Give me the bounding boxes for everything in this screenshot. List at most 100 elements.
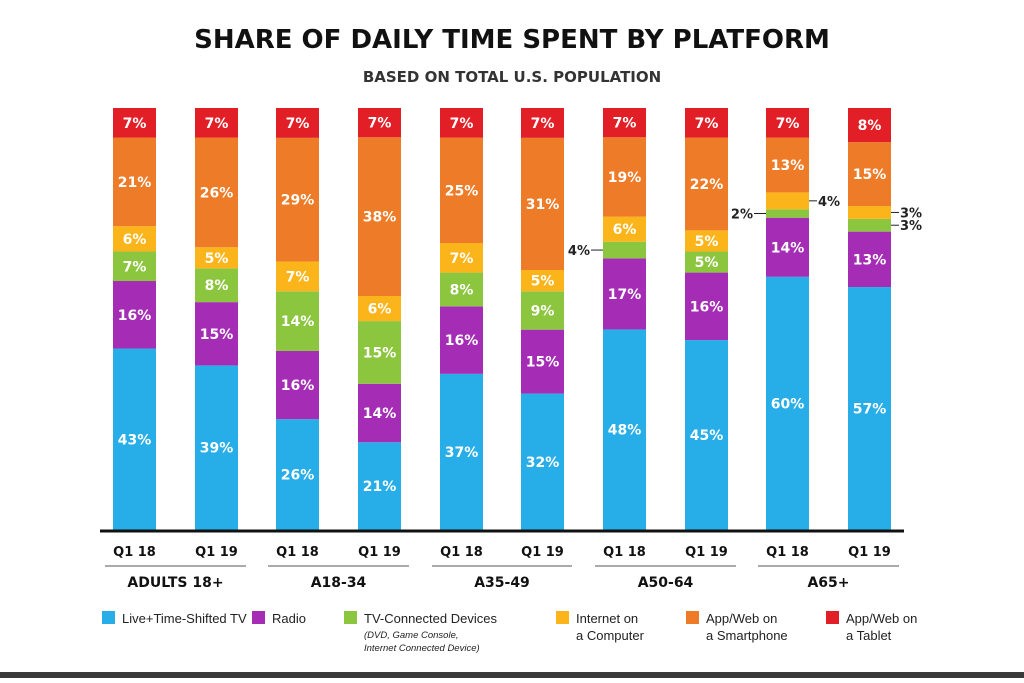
- legend-note: Internet Connected Device): [364, 643, 480, 654]
- data-label: 15%: [363, 345, 397, 361]
- data-label: 26%: [200, 185, 234, 201]
- data-label: 26%: [281, 468, 315, 484]
- data-label: 17%: [608, 287, 642, 303]
- data-label: 21%: [363, 479, 397, 495]
- bar-segment: [358, 108, 401, 138]
- data-label: 14%: [281, 314, 315, 330]
- bar-segment: [276, 291, 319, 351]
- bar-segment: [440, 137, 483, 244]
- data-label: 16%: [445, 333, 479, 349]
- bar-segment: [848, 142, 891, 207]
- data-label: 39%: [200, 441, 234, 457]
- bar-segment: [848, 218, 891, 232]
- data-label: 7%: [613, 116, 637, 132]
- data-label: 5%: [695, 255, 719, 271]
- bar-segment: [766, 209, 809, 218]
- bar-segment: [521, 137, 564, 270]
- data-label: 7%: [776, 116, 800, 132]
- bar-segment: [113, 137, 156, 227]
- x-tick-label: Q1 19: [685, 545, 728, 560]
- data-label: 22%: [690, 177, 724, 193]
- data-label: 5%: [695, 234, 719, 250]
- bar-segment: [113, 281, 156, 349]
- data-label: 8%: [858, 118, 882, 134]
- bar-segment: [440, 243, 483, 273]
- chart-subtitle: BASED ON TOTAL U.S. POPULATION: [363, 68, 661, 86]
- bar-segment: [848, 287, 891, 530]
- legend-swatch: [826, 611, 839, 624]
- legend-label-line2: a Tablet: [846, 628, 892, 643]
- data-label: 7%: [368, 116, 392, 132]
- bar-segment: [603, 241, 646, 259]
- x-tick-label: Q1 18: [276, 545, 319, 560]
- bar-segment: [358, 321, 401, 384]
- data-label: 7%: [123, 259, 147, 275]
- bar-segment: [766, 217, 809, 277]
- x-tick-label: Q1 19: [358, 545, 401, 560]
- data-label: 3%: [900, 206, 922, 221]
- group-label: A65+: [807, 575, 849, 591]
- chart-title: SHARE OF DAILY TIME SPENT BY PLATFORM: [194, 25, 830, 55]
- data-label: 25%: [445, 183, 479, 199]
- bar-segment: [440, 373, 483, 530]
- bar-segment: [113, 226, 156, 252]
- bar-segment: [195, 108, 238, 138]
- legend-label: App/Web on: [846, 611, 917, 626]
- bar-segment: [358, 383, 401, 443]
- data-label: 15%: [853, 167, 887, 183]
- bar-segment: [766, 276, 809, 530]
- bar-segment: [195, 302, 238, 366]
- bar-segment: [113, 108, 156, 138]
- data-label: 8%: [205, 278, 229, 294]
- data-label: 7%: [531, 116, 555, 132]
- data-label: 7%: [695, 116, 719, 132]
- bar-segment: [521, 291, 564, 330]
- data-label: 7%: [450, 116, 474, 132]
- data-label: 45%: [690, 428, 724, 444]
- data-label: 7%: [450, 251, 474, 267]
- bar-segment: [440, 272, 483, 307]
- bar-segment: [358, 296, 401, 322]
- data-label: 31%: [526, 197, 560, 213]
- data-label: 7%: [205, 116, 229, 132]
- legend-label: Internet on: [576, 611, 638, 626]
- bar-segment: [276, 419, 319, 530]
- data-label: 4%: [568, 244, 590, 259]
- bar-segment: [603, 108, 646, 138]
- data-label: 7%: [286, 116, 310, 132]
- bar-segment: [521, 108, 564, 138]
- data-label: 16%: [118, 308, 152, 324]
- data-label: 7%: [123, 116, 147, 132]
- legend-label: Live+Time-Shifted TV: [122, 611, 247, 626]
- bar-segment: [276, 261, 319, 292]
- legend-swatch: [252, 611, 265, 624]
- x-tick-label: Q1 19: [195, 545, 238, 560]
- bar-segment: [113, 251, 156, 282]
- data-label: 37%: [445, 445, 479, 461]
- bar-segment: [521, 269, 564, 292]
- data-label: 8%: [450, 282, 474, 298]
- bar-segment: [685, 272, 728, 341]
- group-label: A18-34: [311, 575, 367, 591]
- bar-segment: [685, 137, 728, 231]
- x-tick-label: Q1 18: [603, 545, 646, 560]
- data-label: 43%: [118, 432, 152, 448]
- bars-layer: 43% 16% 7% 6% 21% 7% 39% 15% 8% 5% 26% 7% 26% 16% 14% 7…: [113, 108, 922, 530]
- data-label: 14%: [363, 406, 397, 422]
- bar-segment: [603, 329, 646, 530]
- x-axis: Q1 18 Q1 19 Q1 18 Q1 19 Q1 18 Q1 19 Q1 18 Q1 19…: [100, 529, 904, 591]
- bar-segment: [685, 230, 728, 252]
- data-label: 9%: [531, 303, 555, 319]
- data-label: 6%: [123, 232, 147, 248]
- bar-segment: [603, 216, 646, 242]
- bar-segment: [766, 192, 809, 210]
- legend-swatch: [556, 611, 569, 624]
- bar-segment: [358, 442, 401, 530]
- data-label: 2%: [731, 208, 753, 223]
- bar-segment: [276, 108, 319, 138]
- legend: Live+Time-Shifted TV Radio TV-Connected De…: [102, 611, 917, 654]
- bar-segment: [195, 268, 238, 303]
- data-label: 16%: [690, 299, 724, 315]
- bar-segment: [766, 108, 809, 138]
